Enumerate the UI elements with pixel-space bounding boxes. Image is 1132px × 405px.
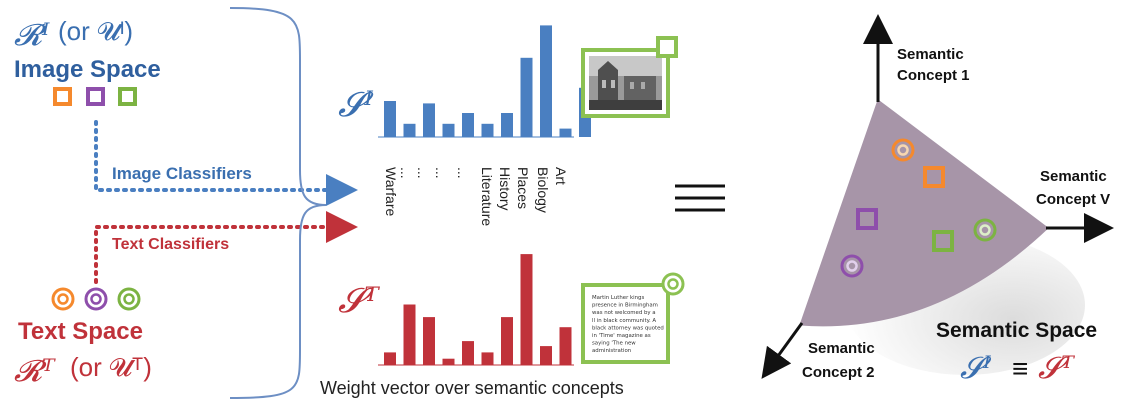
axis-v-label-line1: Semantic [1040, 168, 1107, 185]
s-image-label: 𝓢ᴵ [338, 85, 374, 125]
text-classifiers-arrow [94, 211, 358, 284]
image-space-alt: (or 𝓤ᴵ) [58, 16, 133, 46]
doc-line-1: presence in Birmingham [592, 303, 658, 309]
space-circle-orange [891, 138, 915, 162]
text-weight-bar-2 [423, 317, 435, 365]
text-weight-bar-0 [384, 352, 396, 365]
concept-label-5: Literature [479, 167, 495, 226]
concept-label-4: ... [455, 167, 471, 179]
image-classifiers-flow: Image Classifiers [94, 120, 358, 206]
concept-label-1: ... [398, 167, 414, 179]
image-square-green [118, 87, 137, 106]
concept-label-6: History [497, 167, 513, 211]
text-weight-bar-9 [559, 327, 572, 365]
image-thumbnail [581, 36, 678, 118]
text-weight-bar-6 [501, 317, 513, 365]
text-classifiers-flow: Text Classifiers [94, 211, 358, 284]
doc-line-4: black attorney was quoted [592, 325, 664, 331]
image-weight-bar-0 [384, 101, 396, 137]
image-weight-bar-6 [501, 113, 513, 137]
image-square-purple [86, 87, 105, 106]
caption: Weight vector over semantic concepts [320, 378, 624, 398]
semantic-space-title: Semantic Space [936, 319, 1097, 342]
space-square-green [932, 230, 954, 252]
text-weight-bars [384, 254, 572, 365]
text-space-title: Text Space [18, 318, 143, 345]
equation-symbol: ≡ [1012, 353, 1028, 384]
text-circle-green [117, 287, 141, 311]
image-weight-bars [384, 25, 591, 137]
concept-label-0: Warfare [383, 167, 399, 216]
axis-2-label-line1: Semantic [808, 340, 875, 357]
image-space-title: Image Space [14, 56, 161, 83]
text-classifiers-label: Text Classifiers [112, 236, 229, 253]
image-weight-bar-5 [481, 123, 494, 137]
doc-line-0: Martin Luther kings [592, 295, 644, 301]
text-document: Martin Luther kings presence in Birmingha… [581, 272, 685, 364]
image-weight-bar-1 [403, 123, 416, 137]
text-weight-bar-8 [540, 346, 552, 365]
text-weight-bar-1 [403, 304, 416, 365]
axis-1-label-line1: Semantic [897, 46, 964, 63]
text-weight-bar-5 [481, 352, 494, 365]
space-circle-purple [840, 254, 864, 278]
image-weight-bar-4 [462, 113, 474, 137]
image-weight-bar-2 [423, 103, 435, 137]
text-weight-bar-3 [442, 358, 455, 365]
doc-line-7: administration [592, 348, 631, 354]
axis-2-label-line2: Concept 2 [802, 364, 875, 381]
text-weight-bar-7 [520, 254, 533, 365]
text-circle-purple [84, 287, 108, 311]
axis-v-label-line2: Concept V [1036, 191, 1110, 208]
image-weight-bar-9 [559, 128, 572, 137]
space-square-purple [856, 208, 878, 230]
text-space-group: Text Space 𝓡ᵀ (or 𝓤ᵀ) [14, 287, 152, 389]
text-space-alt: (or 𝓤ᵀ) [70, 352, 152, 382]
concept-label-9: Art [553, 167, 569, 185]
equation-left: 𝓢ᴵ [960, 351, 992, 386]
concept-label-7: Places [515, 167, 531, 209]
text-document-lines: Martin Luther kings presence in Birmingha… [592, 295, 664, 354]
image-space-symbol: 𝓡ᴵ [14, 18, 50, 53]
image-classifiers-label: Image Classifiers [112, 164, 252, 183]
equation-right: 𝓢ᵀ [1038, 351, 1075, 386]
image-weight-bar-8 [540, 25, 552, 137]
doc-line-6: saying 'The new [592, 341, 636, 347]
text-circle-orange [51, 287, 75, 311]
equivalence-mark [675, 184, 725, 212]
concept-label-3: ... [433, 167, 449, 179]
doc-line-5: in 'Time' magazine as [592, 333, 651, 339]
image-classifiers-arrow [94, 120, 358, 206]
axis-concept-2 [761, 322, 804, 379]
s-text-label: 𝓢ᵀ [338, 281, 380, 321]
doc-line-3: ll in black community. A [592, 318, 656, 324]
axis-1-label-line2: Concept 1 [897, 67, 970, 84]
concept-label-8: Biology [535, 167, 551, 213]
image-space-group: 𝓡ᴵ (or 𝓤ᴵ) Image Space [14, 16, 161, 106]
image-weight-bar-3 [442, 123, 455, 137]
image-weight-bar-7 [520, 57, 533, 137]
text-space-symbol: 𝓡ᵀ [14, 354, 56, 389]
concept-label-2: ... [415, 167, 431, 179]
image-square-orange [53, 87, 72, 106]
concept-labels: Warfare............ Literature History Plac… [383, 167, 569, 226]
space-square-orange [923, 166, 945, 188]
grouping-brace [229, 7, 327, 399]
space-circle-green [973, 218, 997, 242]
text-weight-bar-4 [462, 341, 474, 365]
doc-line-2: was not welcomed by a [592, 310, 656, 316]
